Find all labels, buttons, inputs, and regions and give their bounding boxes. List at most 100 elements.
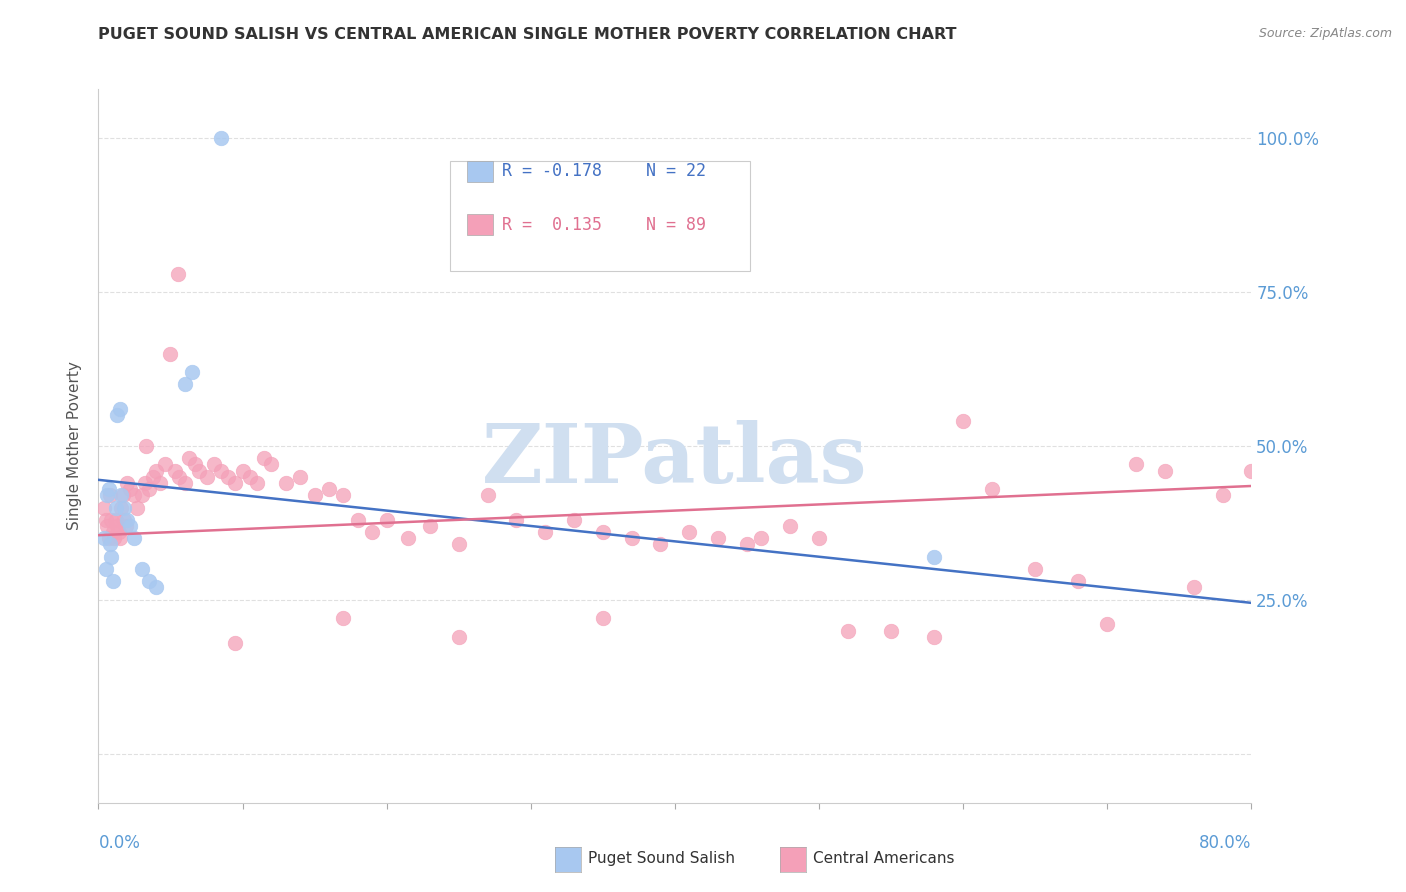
Point <box>274 475 297 490</box>
Point <box>1125 458 1147 472</box>
Point <box>477 488 499 502</box>
Point <box>1268 568 1291 582</box>
Point <box>318 482 340 496</box>
Point <box>110 500 132 515</box>
Point <box>1067 574 1090 589</box>
Point <box>375 513 398 527</box>
Point <box>117 475 139 490</box>
Point <box>96 488 118 502</box>
Point <box>620 531 643 545</box>
Text: PUGET SOUND SALISH VS CENTRAL AMERICAN SINGLE MOTHER POVERTY CORRELATION CHART: PUGET SOUND SALISH VS CENTRAL AMERICAN S… <box>98 27 957 42</box>
Point <box>217 469 239 483</box>
Text: 0.0%: 0.0% <box>98 834 141 852</box>
Point <box>105 519 128 533</box>
Point <box>93 500 115 515</box>
Point <box>253 451 276 466</box>
Point <box>94 562 117 576</box>
Point <box>145 581 167 595</box>
Point <box>922 549 945 564</box>
Point <box>202 458 225 472</box>
Point <box>103 531 125 545</box>
Text: R =  0.135: R = 0.135 <box>502 216 602 234</box>
Text: Source: ZipAtlas.com: Source: ZipAtlas.com <box>1258 27 1392 40</box>
Point <box>290 469 312 483</box>
Point <box>153 458 176 472</box>
Text: 80.0%: 80.0% <box>1199 834 1251 852</box>
FancyBboxPatch shape <box>467 161 492 182</box>
Point <box>807 531 830 545</box>
FancyBboxPatch shape <box>450 161 749 271</box>
Point <box>108 402 131 417</box>
Point <box>131 562 153 576</box>
Point <box>108 531 131 545</box>
Point <box>239 469 262 483</box>
Point <box>138 482 160 496</box>
Point <box>592 611 614 625</box>
Point <box>751 531 773 545</box>
Point <box>179 451 201 466</box>
Point <box>396 531 419 545</box>
Point <box>174 377 197 392</box>
Point <box>592 525 614 540</box>
Point <box>93 531 115 545</box>
FancyBboxPatch shape <box>467 214 492 235</box>
Point <box>707 531 730 545</box>
Point <box>779 519 801 533</box>
Point <box>1240 464 1263 478</box>
Text: ZIPatlas: ZIPatlas <box>482 420 868 500</box>
Point <box>447 537 470 551</box>
Point <box>260 458 283 472</box>
Point <box>224 636 246 650</box>
Point <box>112 513 135 527</box>
Point <box>209 464 232 478</box>
Point <box>188 464 211 478</box>
Point <box>145 464 167 478</box>
Point <box>138 574 160 589</box>
Point <box>114 519 136 533</box>
Point <box>534 525 557 540</box>
Point <box>97 531 120 545</box>
Point <box>981 482 1004 496</box>
Point <box>880 624 903 638</box>
Point <box>332 611 354 625</box>
Point <box>195 469 218 483</box>
Point <box>174 475 197 490</box>
Point <box>96 519 118 533</box>
Point <box>127 500 149 515</box>
Point <box>181 365 204 379</box>
Point <box>131 488 153 502</box>
Point <box>837 624 859 638</box>
Point <box>110 488 132 502</box>
Point <box>246 475 269 490</box>
Point <box>111 488 134 502</box>
Point <box>1024 562 1046 576</box>
Point <box>100 549 122 564</box>
Point <box>159 347 181 361</box>
Y-axis label: Single Mother Poverty: Single Mother Poverty <box>67 361 83 531</box>
Point <box>224 475 246 490</box>
Point <box>678 525 700 540</box>
Point <box>650 537 672 551</box>
Point <box>97 482 120 496</box>
Point <box>1182 581 1205 595</box>
Point <box>346 513 368 527</box>
Point <box>1212 488 1234 502</box>
Point <box>124 488 146 502</box>
Point <box>142 469 165 483</box>
Point <box>163 464 186 478</box>
Text: N = 89: N = 89 <box>647 216 706 234</box>
Point <box>1097 617 1119 632</box>
Point <box>1153 464 1175 478</box>
Point <box>332 488 354 502</box>
Point <box>107 525 129 540</box>
Point <box>505 513 527 527</box>
Text: Central Americans: Central Americans <box>813 851 955 865</box>
Text: R = -0.178: R = -0.178 <box>502 162 602 180</box>
Point <box>105 409 128 423</box>
Text: Puget Sound Salish: Puget Sound Salish <box>588 851 735 865</box>
Point <box>124 531 146 545</box>
Point <box>231 464 254 478</box>
Point <box>562 513 585 527</box>
Point <box>361 525 384 540</box>
Point <box>166 267 188 281</box>
